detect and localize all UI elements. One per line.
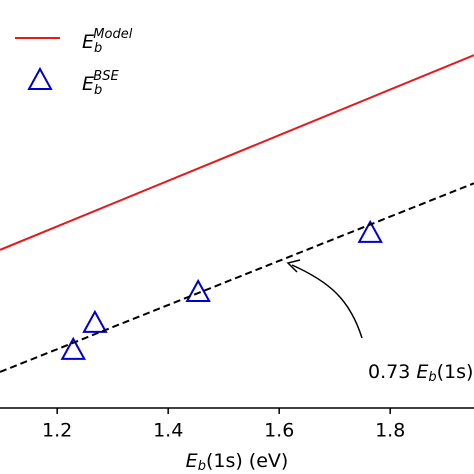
legend-sub: b	[94, 83, 102, 98]
annotation-arrow	[291, 264, 363, 339]
x-label-symbol: E	[186, 450, 198, 472]
series-line	[0, 54, 474, 251]
annotation-symbol: E	[416, 361, 428, 383]
annotation-sub: b	[428, 370, 436, 385]
legend-sub: b	[94, 41, 102, 56]
arrow-head	[286, 259, 301, 273]
triangle-marker	[82, 309, 108, 333]
legend-sup: BSE	[93, 69, 119, 84]
triangle-marker	[185, 278, 211, 302]
legend-symbol: E	[82, 73, 94, 95]
legend-symbol: E	[82, 31, 94, 53]
triangle-marker	[60, 336, 86, 360]
legend-swatch	[27, 66, 53, 90]
triangle-marker	[357, 219, 383, 243]
x-tick-label: 1.8	[375, 420, 405, 442]
x-axis-label: Eb(1s) (eV)	[186, 450, 289, 474]
x-tick-label: 1.4	[153, 420, 183, 442]
x-tick-label: 1.2	[42, 420, 72, 442]
series-line	[0, 182, 474, 373]
x-label-sub: b	[198, 459, 206, 474]
annotation-coef: 0.73	[368, 361, 410, 383]
annotation: 0.73 Eb(1s) − 0.3	[368, 361, 474, 385]
annotation-rest: (1s) − 0.3	[437, 361, 474, 383]
x-label-rest: (1s) (eV)	[206, 450, 288, 472]
legend-sup: Model	[93, 27, 132, 42]
legend-label: EbModel	[82, 27, 133, 56]
x-tick-label: 1.6	[264, 420, 294, 442]
legend-label: EbBSE	[82, 69, 119, 98]
